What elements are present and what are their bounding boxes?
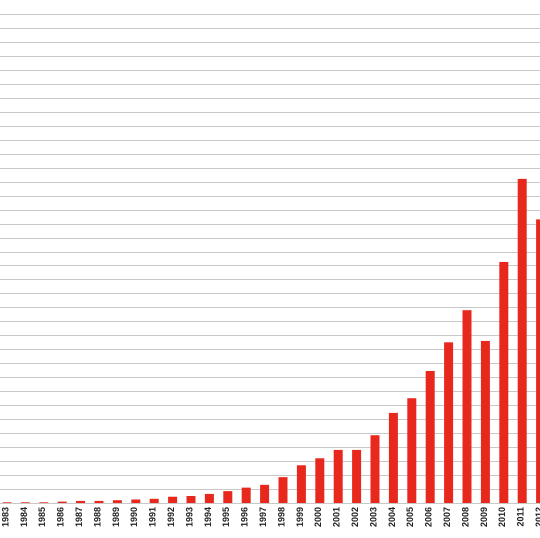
x-tick-label: 2008: [460, 507, 470, 527]
bar: [278, 477, 288, 503]
x-tick-label: 2001: [332, 507, 342, 527]
bar: [168, 496, 178, 503]
bar: [444, 342, 454, 503]
bar: [333, 449, 343, 503]
x-tick-label: 1983: [0, 507, 10, 527]
x-tick-label: 2009: [479, 507, 489, 527]
bar: [370, 435, 380, 503]
x-tick-label: 1991: [148, 507, 158, 527]
x-tick-label: 1993: [184, 507, 194, 527]
bar: [517, 178, 527, 503]
x-tick-label: 1995: [221, 507, 231, 527]
x-tick-label: 2005: [405, 507, 415, 527]
x-tick-label: 1984: [19, 507, 29, 527]
bar: [352, 449, 362, 503]
x-tick-label: 1996: [240, 507, 250, 527]
bar: [480, 340, 490, 503]
bar: [388, 412, 398, 503]
x-tick-label: 2000: [313, 507, 323, 527]
bar: [241, 487, 251, 503]
x-tick-label: 1999: [295, 507, 305, 527]
x-tick-label: 2012: [534, 507, 540, 527]
x-tick-label: 2007: [442, 507, 452, 527]
x-tick-label: 1989: [111, 507, 121, 527]
bar: [223, 491, 233, 503]
bar: [499, 261, 509, 503]
x-tick-label: 1992: [166, 507, 176, 527]
x-tick-label: 2010: [497, 507, 507, 527]
x-tick-label: 1994: [203, 507, 213, 527]
bar: [462, 310, 472, 503]
bar: [57, 501, 67, 503]
bar: [2, 502, 12, 503]
bar: [112, 500, 122, 503]
bar: [186, 496, 196, 503]
x-tick-label: 1998: [276, 507, 286, 527]
x-tick-label: 1986: [56, 507, 66, 527]
x-tick-label: 2011: [516, 507, 526, 527]
bar: [76, 500, 86, 503]
x-tick-label: 1987: [74, 507, 84, 527]
bar: [407, 398, 417, 503]
x-tick-label: 2003: [368, 507, 378, 527]
bar: [20, 502, 30, 503]
bar: [149, 498, 159, 503]
bar: [296, 465, 306, 503]
bar: [204, 493, 214, 503]
bar: [94, 500, 104, 503]
bar: [260, 484, 270, 503]
bar: [39, 502, 49, 503]
x-tick-label: 1985: [37, 507, 47, 527]
bar: [536, 219, 540, 503]
bar: [425, 370, 435, 503]
x-tick-label: 1997: [258, 507, 268, 527]
bar: [315, 458, 325, 503]
bar: [131, 499, 141, 503]
x-tick-label: 2004: [387, 507, 397, 527]
x-tick-label: 1988: [92, 507, 102, 527]
x-tick-label: 1990: [129, 507, 139, 527]
x-tick-label: 2002: [350, 507, 360, 527]
x-tick-label: 2006: [424, 507, 434, 527]
